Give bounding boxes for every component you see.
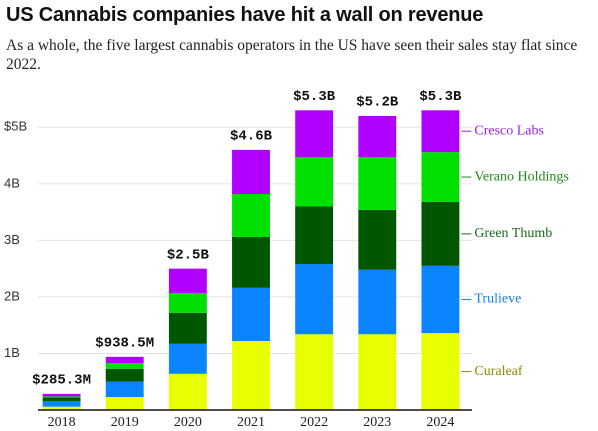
y-tick-label: 4B bbox=[4, 175, 20, 190]
x-tick-label: 2023 bbox=[363, 415, 391, 430]
bar-segment bbox=[232, 149, 270, 194]
bar-segment bbox=[358, 115, 397, 158]
bar-segment bbox=[168, 373, 207, 410]
total-label: $2.5B bbox=[167, 247, 210, 263]
y-tick-label: 3B bbox=[4, 232, 20, 247]
bar-segment bbox=[232, 287, 270, 342]
bar-segment bbox=[232, 236, 270, 288]
bar-segment bbox=[421, 265, 460, 334]
bar-segment bbox=[105, 368, 144, 382]
bar-segment bbox=[42, 396, 81, 398]
legend-label: Cresco Labs bbox=[474, 123, 544, 138]
bar-segment bbox=[105, 356, 144, 364]
bar-segment bbox=[421, 110, 460, 153]
total-label: $4.6B bbox=[230, 129, 273, 145]
bar-segment bbox=[295, 206, 334, 265]
total-label: $5.3B bbox=[293, 89, 336, 105]
bar-segment bbox=[421, 201, 460, 266]
total-label: $5.2B bbox=[356, 95, 399, 111]
bar-segment bbox=[168, 343, 207, 374]
bar-segment bbox=[358, 157, 397, 210]
x-tick-label: 2021 bbox=[237, 415, 265, 430]
chart-title: US Cannabis companies have hit a wall on… bbox=[6, 4, 484, 26]
bar-segment bbox=[168, 292, 207, 313]
chart-subtitle: As a whole, the five largest cannabis op… bbox=[6, 37, 578, 73]
legend-label: Trulieve bbox=[474, 292, 521, 307]
bar-segment bbox=[295, 157, 334, 207]
legend-label: Verano Holdings bbox=[474, 169, 569, 184]
total-label: $938.5M bbox=[95, 336, 154, 352]
y-tick-label: 2B bbox=[4, 288, 20, 303]
bar-segment bbox=[42, 397, 81, 401]
bar-segment bbox=[358, 209, 397, 270]
bar-segment bbox=[232, 193, 270, 237]
x-tick-label: 2022 bbox=[300, 415, 328, 430]
bar-segment bbox=[168, 312, 207, 344]
bar-segment bbox=[295, 334, 334, 410]
bar-segment bbox=[295, 110, 334, 158]
bar-segment bbox=[295, 264, 334, 335]
y-tick-label: $5B bbox=[4, 119, 27, 134]
legend-label: Curaleaf bbox=[474, 364, 523, 379]
bar-segment bbox=[358, 334, 397, 410]
bar-segment bbox=[421, 152, 460, 202]
header: US Cannabis companies have hit a wall on… bbox=[6, 2, 594, 74]
bar-segment bbox=[168, 268, 207, 293]
bar-segment bbox=[232, 341, 270, 410]
bar-segment bbox=[358, 269, 397, 335]
y-tick-label: 1B bbox=[4, 345, 20, 360]
bar-segment bbox=[105, 396, 144, 410]
bar-segment bbox=[42, 393, 81, 397]
bar-segment bbox=[105, 381, 144, 397]
bar-segment bbox=[421, 333, 460, 410]
x-tick-label: 2024 bbox=[426, 415, 454, 430]
x-tick-label: 2018 bbox=[48, 415, 76, 430]
legend-label: Green Thumb bbox=[474, 226, 552, 241]
bar-segment bbox=[42, 400, 81, 407]
total-label: $285.3M bbox=[32, 373, 91, 389]
x-tick-label: 2019 bbox=[111, 415, 139, 430]
total-label: $5.3B bbox=[419, 89, 462, 105]
x-tick-label: 2020 bbox=[174, 415, 202, 430]
bar-segment bbox=[105, 363, 144, 369]
bar-segment bbox=[42, 406, 81, 410]
